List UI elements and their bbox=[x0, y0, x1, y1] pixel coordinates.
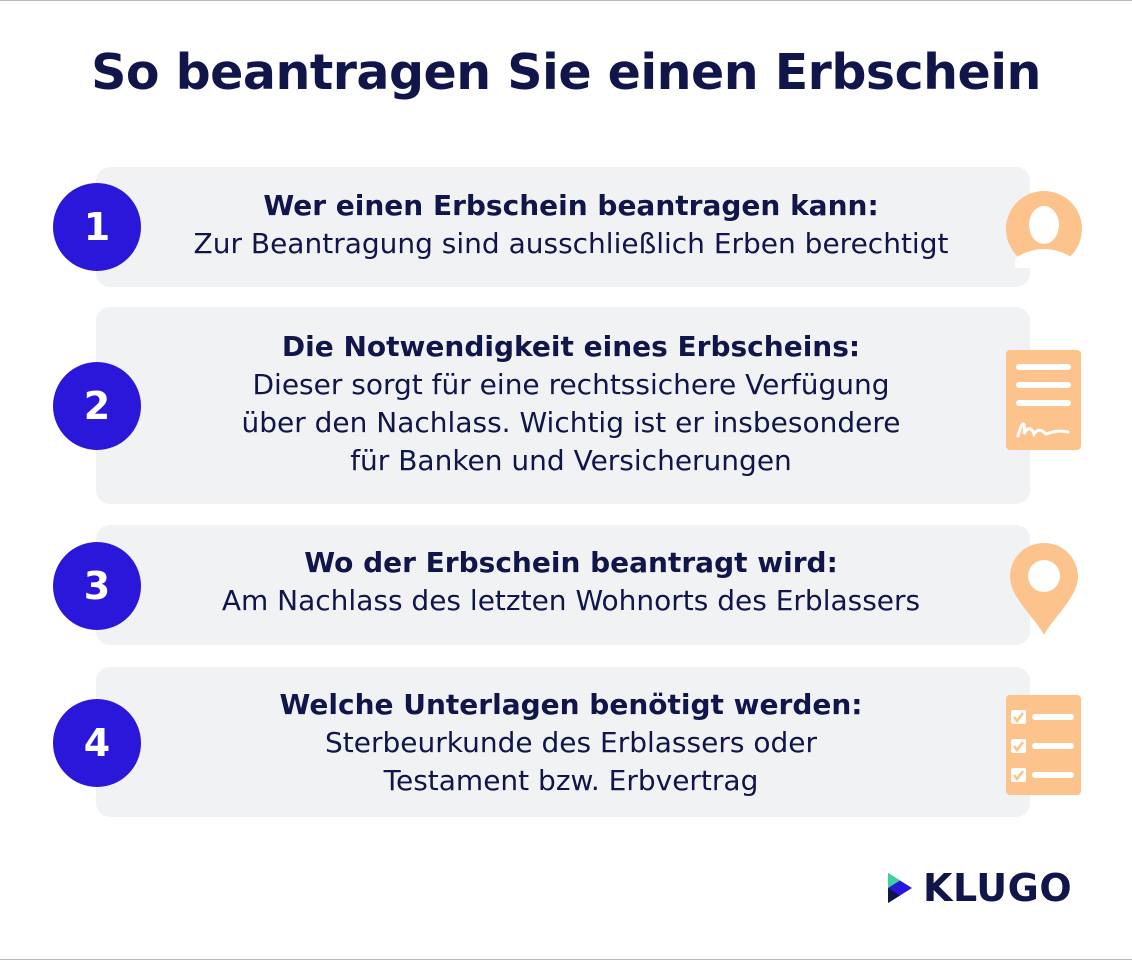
step-number-badge-2: 2 bbox=[53, 362, 141, 450]
step-1-text: Wer einen Erbschein beantragen kann: Zur… bbox=[136, 187, 1006, 263]
step-2-body: Dieser sorgt für eine rechtssichere Verf… bbox=[241, 368, 901, 477]
step-card-3: Wo der Erbschein beantragt wird: Am Nach… bbox=[96, 525, 1030, 645]
logo-text: KLUGO bbox=[923, 866, 1073, 910]
step-3-text: Wo der Erbschein beantragt wird: Am Nach… bbox=[136, 544, 1006, 620]
step-number-badge-3: 3 bbox=[53, 542, 141, 630]
step-number-badge-4: 4 bbox=[53, 699, 141, 787]
step-1-body: Zur Beantragung sind ausschließlich Erbe… bbox=[193, 227, 949, 260]
step-card-2: Die Notwendigkeit eines Erbscheins: Dies… bbox=[96, 307, 1030, 504]
top-border bbox=[0, 0, 1132, 1]
step-card-1: Wer einen Erbschein beantragen kann: Zur… bbox=[96, 167, 1030, 287]
step-card-4: Welche Unterlagen benötigt werden: Sterb… bbox=[96, 667, 1030, 817]
step-2-text: Die Notwendigkeit eines Erbscheins: Dies… bbox=[136, 328, 1006, 480]
bottom-border bbox=[0, 959, 1132, 960]
signed-document-icon bbox=[1006, 350, 1081, 450]
klugo-logo: KLUGO bbox=[884, 866, 1072, 910]
step-4-text: Welche Unterlagen benötigt werden: Sterb… bbox=[136, 686, 1006, 800]
checklist-icon bbox=[1006, 695, 1081, 795]
person-icon bbox=[1006, 191, 1082, 268]
location-pin-icon bbox=[1010, 543, 1078, 635]
step-1-heading: Wer einen Erbschein beantragen kann: bbox=[263, 189, 879, 222]
play-logo-icon bbox=[888, 873, 912, 903]
step-4-body: Sterbeurkunde des Erblassers oder Testam… bbox=[325, 726, 817, 797]
step-3-body: Am Nachlass des letzten Wohnorts des Erb… bbox=[221, 584, 921, 617]
step-3-heading: Wo der Erbschein beantragt wird: bbox=[304, 546, 838, 579]
step-number-badge-1: 1 bbox=[53, 183, 141, 271]
step-2-heading: Die Notwendigkeit eines Erbscheins: bbox=[281, 330, 861, 363]
step-4-heading: Welche Unterlagen benötigt werden: bbox=[279, 688, 863, 721]
page-title: So beantragen Sie einen Erbschein bbox=[91, 44, 1041, 101]
